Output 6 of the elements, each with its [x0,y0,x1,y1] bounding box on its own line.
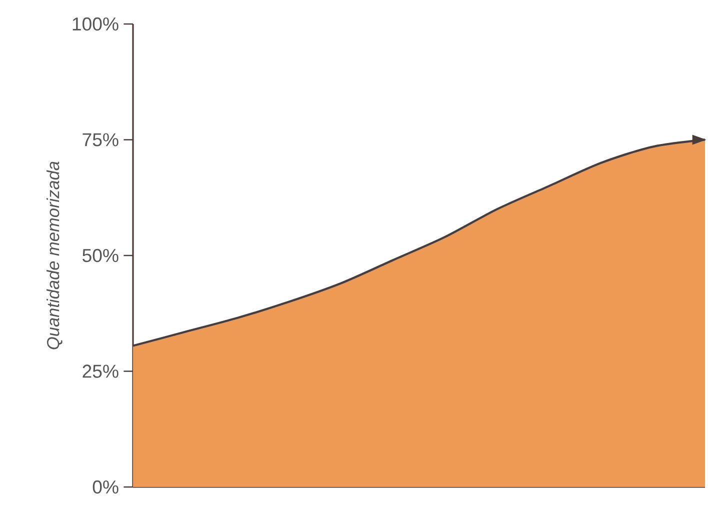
y-tick-label: 100% [72,17,118,31]
y-tick-label: 0% [92,480,118,494]
y-tick-label: 75% [82,133,118,146]
y-axis-title: Quantidade memorizada [46,162,62,350]
y-tick-label: 25% [82,364,118,378]
y-tick-label: 50% [82,248,118,262]
